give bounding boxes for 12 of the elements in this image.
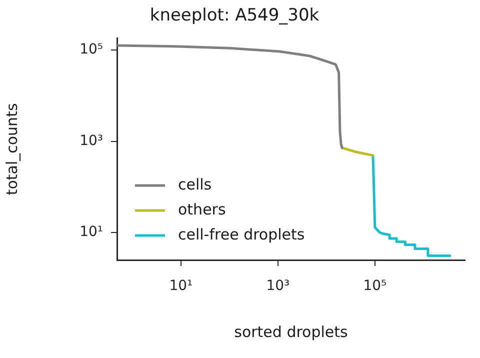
x-tick-label: 10³: [266, 278, 290, 294]
x-tick-label: 10¹: [169, 278, 193, 294]
legend-label: cells: [178, 175, 212, 194]
y-axis-title: total_counts: [2, 103, 21, 196]
y-tick-label: 10¹: [80, 224, 103, 240]
y-tick-label: 10³: [80, 132, 103, 149]
x-axis-title: sorted droplets: [234, 322, 348, 341]
legend-label: others: [178, 200, 226, 218]
x-tick-label: 10⁵: [363, 278, 387, 294]
legend-label: cell-free droplets: [178, 225, 305, 244]
chart-title: kneeplot: A549_30k: [150, 6, 320, 26]
y-tick-label: 10⁵: [80, 42, 103, 58]
